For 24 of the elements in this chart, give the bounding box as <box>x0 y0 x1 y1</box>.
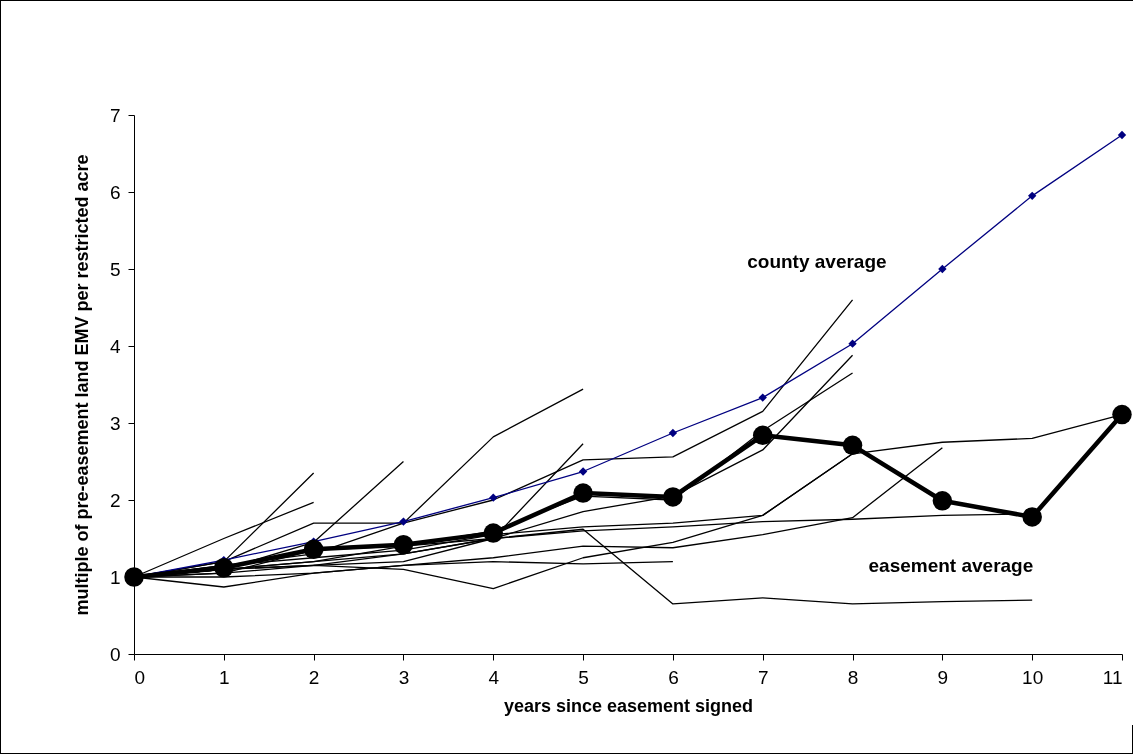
x-tick-label: 1 <box>219 666 230 688</box>
x-tick-label: 7 <box>757 666 769 688</box>
x-tick-label: 5 <box>578 666 589 688</box>
y-tick-label: 6 <box>109 181 121 203</box>
x-tick-label: 2 <box>308 666 320 688</box>
series-label: easement average <box>868 554 1034 576</box>
x-tick-label: 9 <box>937 666 949 688</box>
x-tick-label: 8 <box>847 666 859 688</box>
y-tick-label: 4 <box>109 335 121 357</box>
y-tick-label: 7 <box>109 104 121 126</box>
y-tick-label: 3 <box>109 412 121 434</box>
x-axis-title: years since easement signed <box>503 695 754 716</box>
x-tick-label: 10 <box>1022 666 1044 688</box>
x-tick-label: 4 <box>488 666 500 688</box>
y-axis-title: multiple of pre-easement land EMV per restricted acre <box>71 154 92 616</box>
y-tick-label: 1 <box>109 566 121 588</box>
x-tick-label: 3 <box>398 666 410 688</box>
y-tick-label: 0 <box>109 643 121 665</box>
x-tick-label: 0 <box>134 666 146 688</box>
x-tick-label: 6 <box>668 666 679 688</box>
x-tick-label: 11 <box>1102 666 1123 688</box>
y-tick-label: 5 <box>109 258 121 280</box>
y-tick-label: 2 <box>109 489 121 511</box>
series-label: county average <box>747 251 887 273</box>
